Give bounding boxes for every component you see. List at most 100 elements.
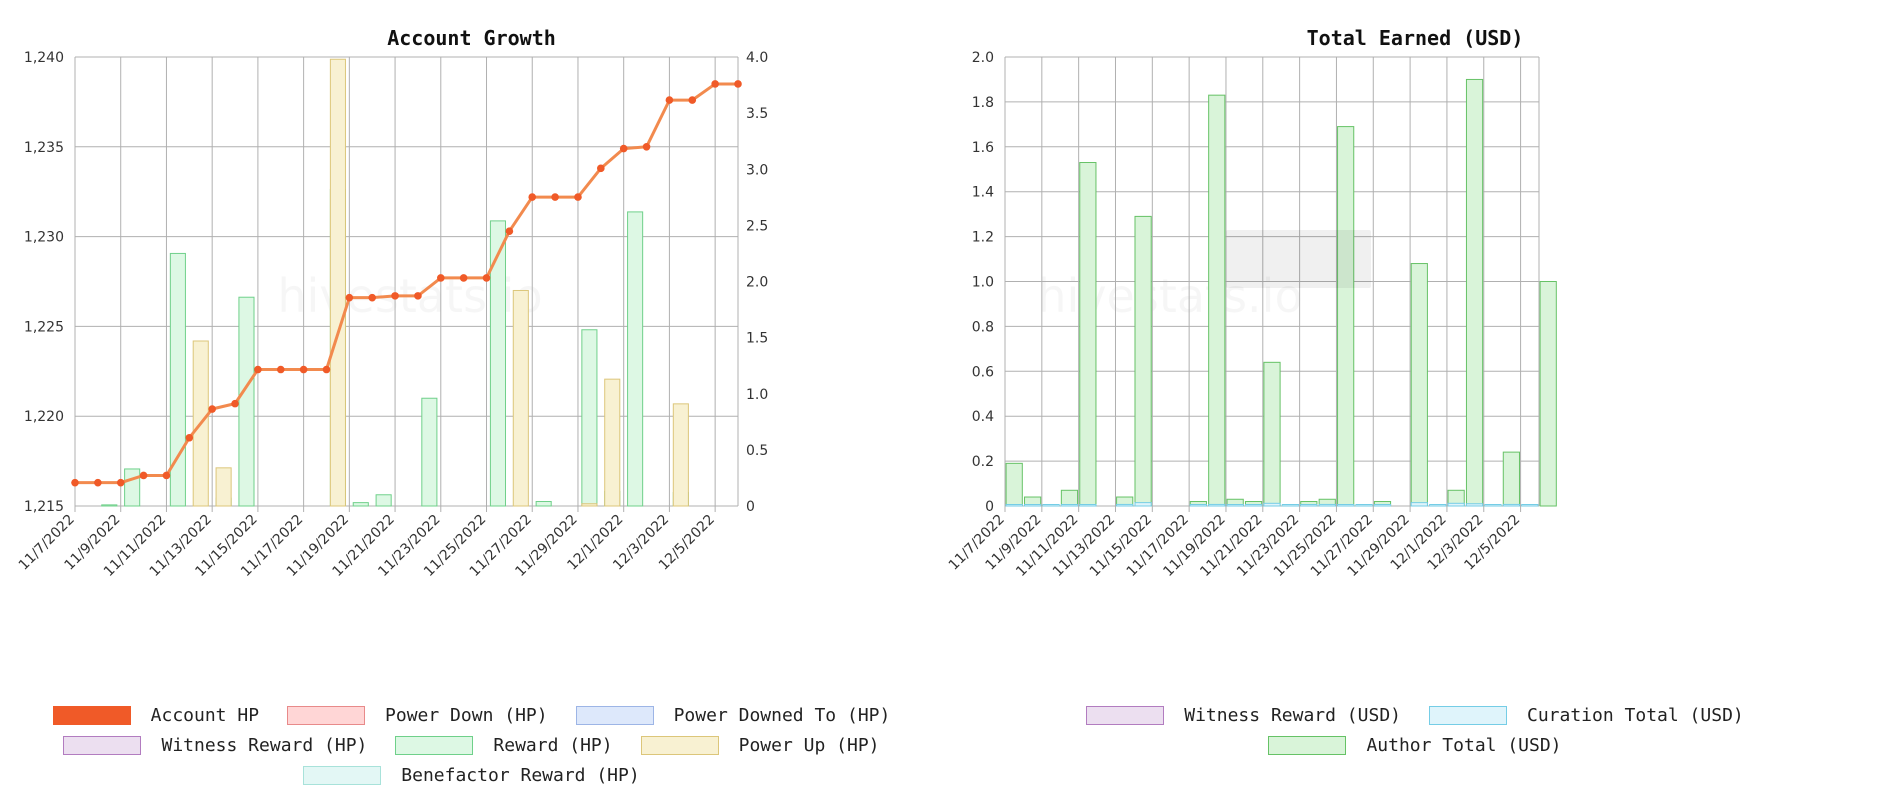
point-account-hp xyxy=(665,96,674,104)
point-account-hp xyxy=(414,292,422,300)
legend-label: Power Downed To (HP) xyxy=(673,704,891,726)
point-account-hp xyxy=(322,365,331,374)
y-left-tick-label: 1,235 xyxy=(24,140,64,156)
bar-author-total xyxy=(1465,78,1484,507)
legend-swatch xyxy=(52,705,131,725)
point-account-hp xyxy=(185,433,194,442)
point-account-hp xyxy=(254,365,262,374)
point-account-hp xyxy=(574,193,582,201)
y-left-tick-label: 1,240 xyxy=(24,50,64,66)
bar-reward-hp xyxy=(375,494,392,507)
y-left-tick-label: 1,220 xyxy=(24,409,64,425)
total-earned-legend: Witness Reward (USD) Curation Total (USD)… xyxy=(943,700,1887,760)
legend-label: Witness Reward (USD) xyxy=(1184,704,1401,726)
legend-row: Witness Reward (USD) Curation Total (USD) xyxy=(943,700,1887,730)
legend-label: Power Up (HP) xyxy=(738,734,880,756)
bar-author-total xyxy=(1208,94,1226,507)
legend-label: Curation Total (USD) xyxy=(1527,704,1744,726)
bar-curation-total xyxy=(1189,504,1207,507)
point-account-hp xyxy=(688,96,697,104)
y-tick-label: 1.6 xyxy=(972,140,994,156)
point-account-hp xyxy=(208,405,216,413)
bar-author-total xyxy=(1539,281,1557,507)
bar-power-up-hp xyxy=(512,289,529,507)
bar-curation-total xyxy=(1226,504,1244,507)
point-account-hp xyxy=(734,80,742,88)
legend-label: Benefactor Reward (HP) xyxy=(401,764,640,786)
point-account-hp xyxy=(391,292,399,300)
legend-item[interactable]: Author Total (USD) xyxy=(1268,734,1562,756)
y-tick-label: 0.8 xyxy=(972,319,994,335)
y-tick-label: 0.4 xyxy=(972,409,994,425)
legend-label: Reward (HP) xyxy=(493,734,613,756)
legend-item[interactable]: Witness Reward (HP) xyxy=(63,735,367,756)
y-tick-label: 1.4 xyxy=(972,185,994,201)
bar-reward-hp xyxy=(627,211,644,507)
total-earned-chart: hivestats.io00.20.40.60.81.01.21.41.61.8… xyxy=(946,50,1557,580)
legend-label: Account HP xyxy=(150,704,260,726)
bar-curation-total xyxy=(1429,504,1447,507)
point-account-hp xyxy=(139,471,148,480)
bar-author-total xyxy=(1060,489,1079,507)
bar-curation-total xyxy=(1116,503,1134,507)
bar-reward-hp xyxy=(101,504,118,507)
legend-item[interactable]: Account HP xyxy=(52,704,260,726)
legend-row: Witness Reward (HP) Reward (HP) Power Up (… xyxy=(0,730,943,760)
legend-row: Benefactor Reward (HP) xyxy=(0,760,943,790)
y-right-tick-label: 4.0 xyxy=(746,50,768,66)
y-right-tick-label: 1.5 xyxy=(746,331,768,347)
point-account-hp xyxy=(231,399,239,408)
legend-item[interactable]: Power Up (HP) xyxy=(640,734,880,756)
legend-item[interactable]: Reward (HP) xyxy=(395,734,613,756)
bar-reward-hp xyxy=(238,296,255,507)
y-left-tick-label: 1,230 xyxy=(24,230,64,246)
bar-curation-total xyxy=(1300,504,1318,507)
point-account-hp xyxy=(436,274,445,282)
legend-swatch xyxy=(287,705,366,725)
point-account-hp xyxy=(116,478,125,487)
legend-row: Account HP Power Down (HP) Power Downed To… xyxy=(0,700,943,730)
point-account-hp xyxy=(71,478,79,487)
y-right-tick-label: 2.5 xyxy=(746,218,768,234)
bar-power-up-hp xyxy=(672,403,689,507)
bar-reward-hp xyxy=(535,501,552,507)
tooltip-placeholder xyxy=(1226,230,1371,288)
y-right-tick-label: 2.0 xyxy=(746,275,768,291)
bar-author-total xyxy=(1502,451,1520,507)
bar-curation-total xyxy=(1465,503,1484,507)
point-account-hp xyxy=(711,80,719,88)
bar-curation-total xyxy=(1244,504,1263,507)
bar-author-total xyxy=(1337,126,1355,507)
point-account-hp xyxy=(368,293,377,302)
legend-label: Author Total (USD) xyxy=(1366,734,1562,756)
y-right-tick-label: 3.5 xyxy=(746,106,768,122)
bar-power-up-hp xyxy=(581,503,598,507)
point-account-hp xyxy=(619,144,628,153)
bar-curation-total xyxy=(1410,502,1428,507)
legend-item[interactable]: Benefactor Reward (HP) xyxy=(303,764,640,786)
y-tick-label: 1.8 xyxy=(972,95,994,111)
bar-curation-total xyxy=(1060,504,1079,507)
legend-item[interactable]: Witness Reward (USD) xyxy=(1086,705,1401,726)
bar-curation-total xyxy=(1134,502,1152,507)
legend-item[interactable]: Power Downed To (HP) xyxy=(575,704,891,726)
point-account-hp xyxy=(551,193,559,201)
bar-curation-total xyxy=(1337,504,1355,507)
legend-swatch xyxy=(395,735,474,755)
y-tick-label: 2.0 xyxy=(972,50,994,66)
bar-reward-hp xyxy=(489,220,506,507)
y-tick-label: 0.2 xyxy=(972,454,994,470)
y-left-tick-label: 1,225 xyxy=(24,319,64,335)
y-tick-label: 0 xyxy=(985,499,994,515)
bar-curation-total xyxy=(1502,503,1520,507)
bar-power-up-hp xyxy=(604,378,621,507)
bar-curation-total xyxy=(1484,504,1502,507)
bar-curation-total xyxy=(1521,504,1539,507)
total-earned-title: Total Earned (USD) xyxy=(1306,26,1524,50)
legend-item[interactable]: Curation Total (USD) xyxy=(1429,705,1744,726)
account-growth-legend: Account HP Power Down (HP) Power Downed To… xyxy=(0,700,943,790)
bar-curation-total xyxy=(1208,503,1226,507)
account-growth-panel: Account Growth hivestats.io 1,215 1,220 1,2… xyxy=(0,0,943,807)
bar-curation-total xyxy=(1079,504,1097,507)
legend-item[interactable]: Power Down (HP) xyxy=(287,705,548,726)
